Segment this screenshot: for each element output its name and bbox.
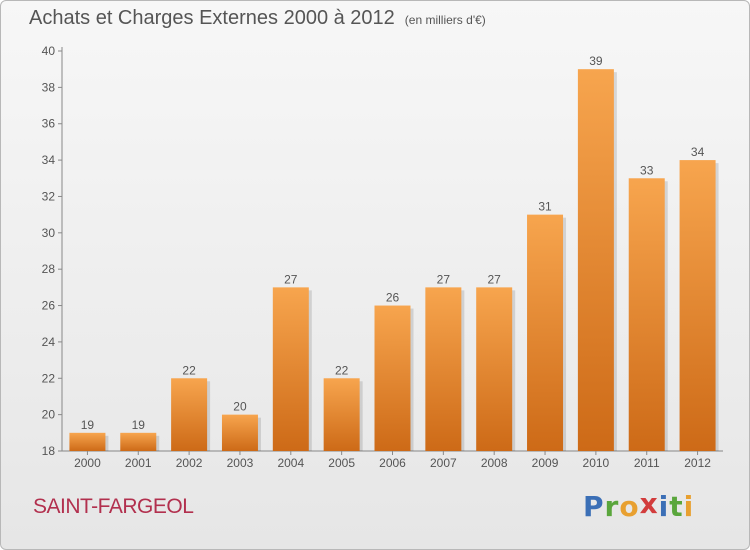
bar-value-label: 19 xyxy=(81,418,95,432)
bar-value-label: 33 xyxy=(640,163,654,177)
x-tick-label: 2008 xyxy=(481,456,508,470)
bar xyxy=(221,414,258,451)
x-tick-label: 2009 xyxy=(532,456,559,470)
bar xyxy=(323,378,360,451)
chart-title: Achats et Charges Externes 2000 à 2012 (e… xyxy=(29,7,486,30)
bar xyxy=(374,305,411,451)
bar xyxy=(120,432,157,451)
x-tick-label: 2000 xyxy=(74,456,101,470)
chart-unit-label: (en milliers d'€) xyxy=(404,13,486,27)
bar xyxy=(476,287,513,451)
bar-value-label: 31 xyxy=(538,200,552,214)
bar xyxy=(69,432,106,451)
bar-value-label: 34 xyxy=(691,145,705,159)
logo-letter: i xyxy=(658,490,670,523)
bar xyxy=(171,378,208,451)
y-tick-label: 24 xyxy=(42,335,56,349)
bar-value-label: 20 xyxy=(233,400,247,414)
chart-title-text: Achats et Charges Externes 2000 à 2012 xyxy=(29,7,395,29)
y-tick-label: 36 xyxy=(42,117,56,131)
y-tick-label: 30 xyxy=(42,226,56,240)
y-tick-label: 18 xyxy=(42,444,56,458)
bar-value-label: 19 xyxy=(132,418,146,432)
logo-letter: x xyxy=(639,487,659,520)
commune-name: SAINT-FARGEOL xyxy=(33,495,194,518)
x-tick-label: 2006 xyxy=(379,456,406,470)
y-tick-label: 38 xyxy=(42,80,56,94)
x-tick-label: 2003 xyxy=(227,456,254,470)
bar xyxy=(527,214,564,451)
bar xyxy=(577,69,614,451)
x-tick-label: 2001 xyxy=(125,456,152,470)
y-tick-label: 40 xyxy=(42,44,56,58)
x-tick-label: 2011 xyxy=(634,456,660,470)
bar xyxy=(272,287,309,451)
y-tick-label: 32 xyxy=(42,189,56,203)
logo-letter: i xyxy=(683,490,695,523)
bar-value-label: 27 xyxy=(284,272,298,286)
logo-letter: t xyxy=(669,490,684,523)
logo-letter: r xyxy=(604,490,620,523)
y-tick-label: 34 xyxy=(42,153,56,167)
bar xyxy=(679,160,716,451)
x-tick-label: 2004 xyxy=(277,456,304,470)
y-tick-label: 20 xyxy=(42,408,56,422)
proxiti-logo: Proxiti xyxy=(583,487,695,523)
x-tick-label: 2010 xyxy=(583,456,610,470)
bar-value-label: 27 xyxy=(437,272,451,286)
x-tick-label: 2012 xyxy=(684,456,711,470)
bar-value-label: 22 xyxy=(335,363,349,377)
bar xyxy=(425,287,462,451)
bar-value-label: 22 xyxy=(182,363,196,377)
y-tick-label: 26 xyxy=(42,299,56,313)
bar-value-label: 39 xyxy=(589,54,603,68)
logo-letter: o xyxy=(619,490,640,523)
x-tick-label: 2005 xyxy=(328,456,355,470)
logo-letter: P xyxy=(583,490,605,523)
y-tick-label: 22 xyxy=(42,371,56,385)
x-tick-label: 2007 xyxy=(430,456,457,470)
x-tick-label: 2002 xyxy=(176,456,203,470)
bar-value-label: 26 xyxy=(386,291,400,305)
bar-value-label: 27 xyxy=(488,272,502,286)
bar xyxy=(628,178,665,452)
y-tick-label: 28 xyxy=(42,262,56,276)
